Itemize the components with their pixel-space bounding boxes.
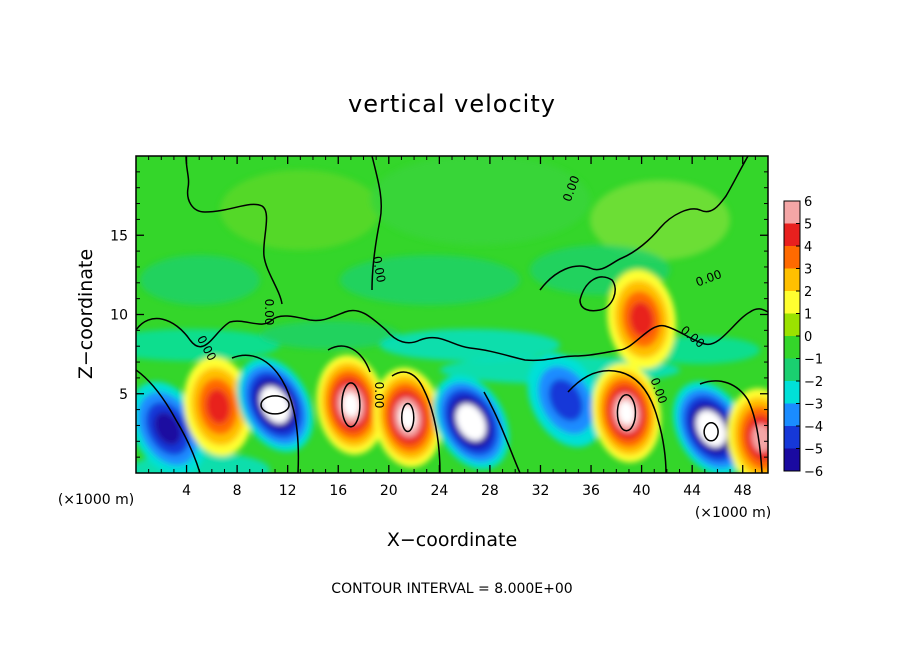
zero-contour-line — [539, 156, 749, 291]
colorbar: 6 5 4 3 2 1 0 −1 −2 −3 −4 −5 −6 — [783, 195, 823, 480]
colorbar-tick-label: 1 — [804, 308, 812, 323]
velocity-cell — [618, 400, 635, 425]
zero-contour-line — [579, 276, 616, 312]
contour-interval-note: CONTOUR INTERVAL = 8.000E+00 — [331, 581, 572, 597]
x-unit-label-right: (×1000 m) — [695, 505, 771, 521]
colorbar-segment — [784, 336, 800, 359]
colorbar-segment — [784, 358, 800, 382]
colorbar-segment — [784, 201, 800, 224]
velocity-cell — [342, 392, 360, 417]
x-tick-label: 28 — [481, 483, 499, 499]
x-unit-label-left: (×1000 m) — [58, 492, 134, 508]
field-shading — [140, 255, 260, 305]
x-tick-label: 40 — [633, 483, 651, 499]
y-tick-label: 15 — [110, 228, 128, 244]
field-shading — [590, 180, 730, 260]
colorbar-segment — [784, 403, 800, 427]
x-tick-label: 12 — [279, 483, 297, 499]
x-tick-label: 20 — [380, 483, 398, 499]
contour-loop — [616, 394, 637, 432]
colorbar-tick-label: −2 — [804, 375, 823, 390]
x-tick-label: 16 — [329, 483, 347, 499]
x-tick-label: 36 — [582, 483, 600, 499]
x-axis-title: X−coordinate — [387, 529, 517, 551]
y-tick-label: 5 — [119, 387, 128, 403]
colorbar-segment — [784, 291, 800, 314]
contour-label: 0.00 — [370, 255, 388, 284]
field-shading — [340, 255, 520, 305]
contour-label: 0.00 — [262, 299, 276, 326]
colorbar-tick-label: −1 — [804, 353, 823, 368]
colorbar-segment — [784, 448, 800, 472]
x-tick-label: 44 — [683, 483, 701, 499]
colorbar-tick-label: 2 — [804, 285, 812, 300]
zero-contour-line — [391, 371, 441, 473]
zero-contour-line — [136, 369, 201, 473]
colorbar-tick-label: −4 — [804, 420, 823, 435]
contour-loop — [341, 382, 361, 428]
colorbar-tick-label: 6 — [804, 195, 812, 210]
colorbar-tick-label: −3 — [804, 398, 823, 413]
velocity-cell — [206, 389, 231, 424]
zero-contours — [136, 156, 768, 473]
zero-contour-line — [371, 156, 383, 291]
colorbar-tick-label: 4 — [804, 240, 812, 255]
contour-loop — [401, 402, 415, 433]
colorbar-segment — [784, 381, 800, 404]
field-shading — [370, 156, 590, 245]
y-tick-label: 10 — [110, 308, 128, 324]
x-tick-label: 24 — [430, 483, 448, 499]
zero-contour-line — [185, 156, 283, 305]
zero-contour-line — [327, 345, 371, 373]
field-shading — [260, 321, 400, 349]
colorbar-segment — [784, 313, 800, 337]
x-tick-label: 8 — [233, 483, 242, 499]
x-tick-label: 4 — [182, 483, 191, 499]
colorbar-segment — [784, 223, 800, 247]
zero-contour-line — [699, 380, 763, 473]
velocity-cell — [265, 393, 285, 417]
velocity-cell — [154, 412, 181, 445]
colorbar-segment — [784, 268, 800, 292]
velocity-cell — [399, 405, 417, 430]
contour-loop — [260, 395, 290, 415]
zero-contour-line — [567, 369, 667, 473]
colorbar-tick-label: 3 — [804, 263, 812, 278]
colorbar-segment — [784, 426, 800, 449]
velocity-cell — [461, 410, 481, 434]
field-shading — [220, 170, 380, 250]
zero-contour-line — [136, 308, 768, 362]
velocity-cell — [629, 301, 654, 337]
colorbar-tick-label: −5 — [804, 443, 823, 458]
chart-title: vertical velocity — [348, 90, 556, 118]
colorbar-tick-label: 0 — [804, 330, 812, 345]
colorbar-tick-label: 5 — [804, 218, 812, 233]
plot-area — [136, 156, 768, 473]
colorbar-segment — [784, 246, 800, 269]
velocity-cell — [701, 417, 721, 441]
x-tick-label: 48 — [734, 483, 752, 499]
field-shading — [380, 329, 560, 361]
velocity-cell — [548, 379, 583, 421]
y-axis: 5 10 15 — [110, 171, 768, 458]
field-shading — [136, 329, 280, 361]
x-tick-label: 32 — [532, 483, 550, 499]
contour-label: 0.00 — [372, 382, 386, 409]
colorbar-tick-label: −6 — [804, 465, 823, 480]
contour-loop — [703, 422, 719, 442]
x-axis: 4 8 12 16 20 24 28 32 36 40 44 48 — [148, 156, 756, 499]
y-axis-title: Z−coordinate — [75, 249, 97, 379]
zero-contour-line — [231, 354, 300, 473]
zero-contour-line — [483, 391, 521, 473]
